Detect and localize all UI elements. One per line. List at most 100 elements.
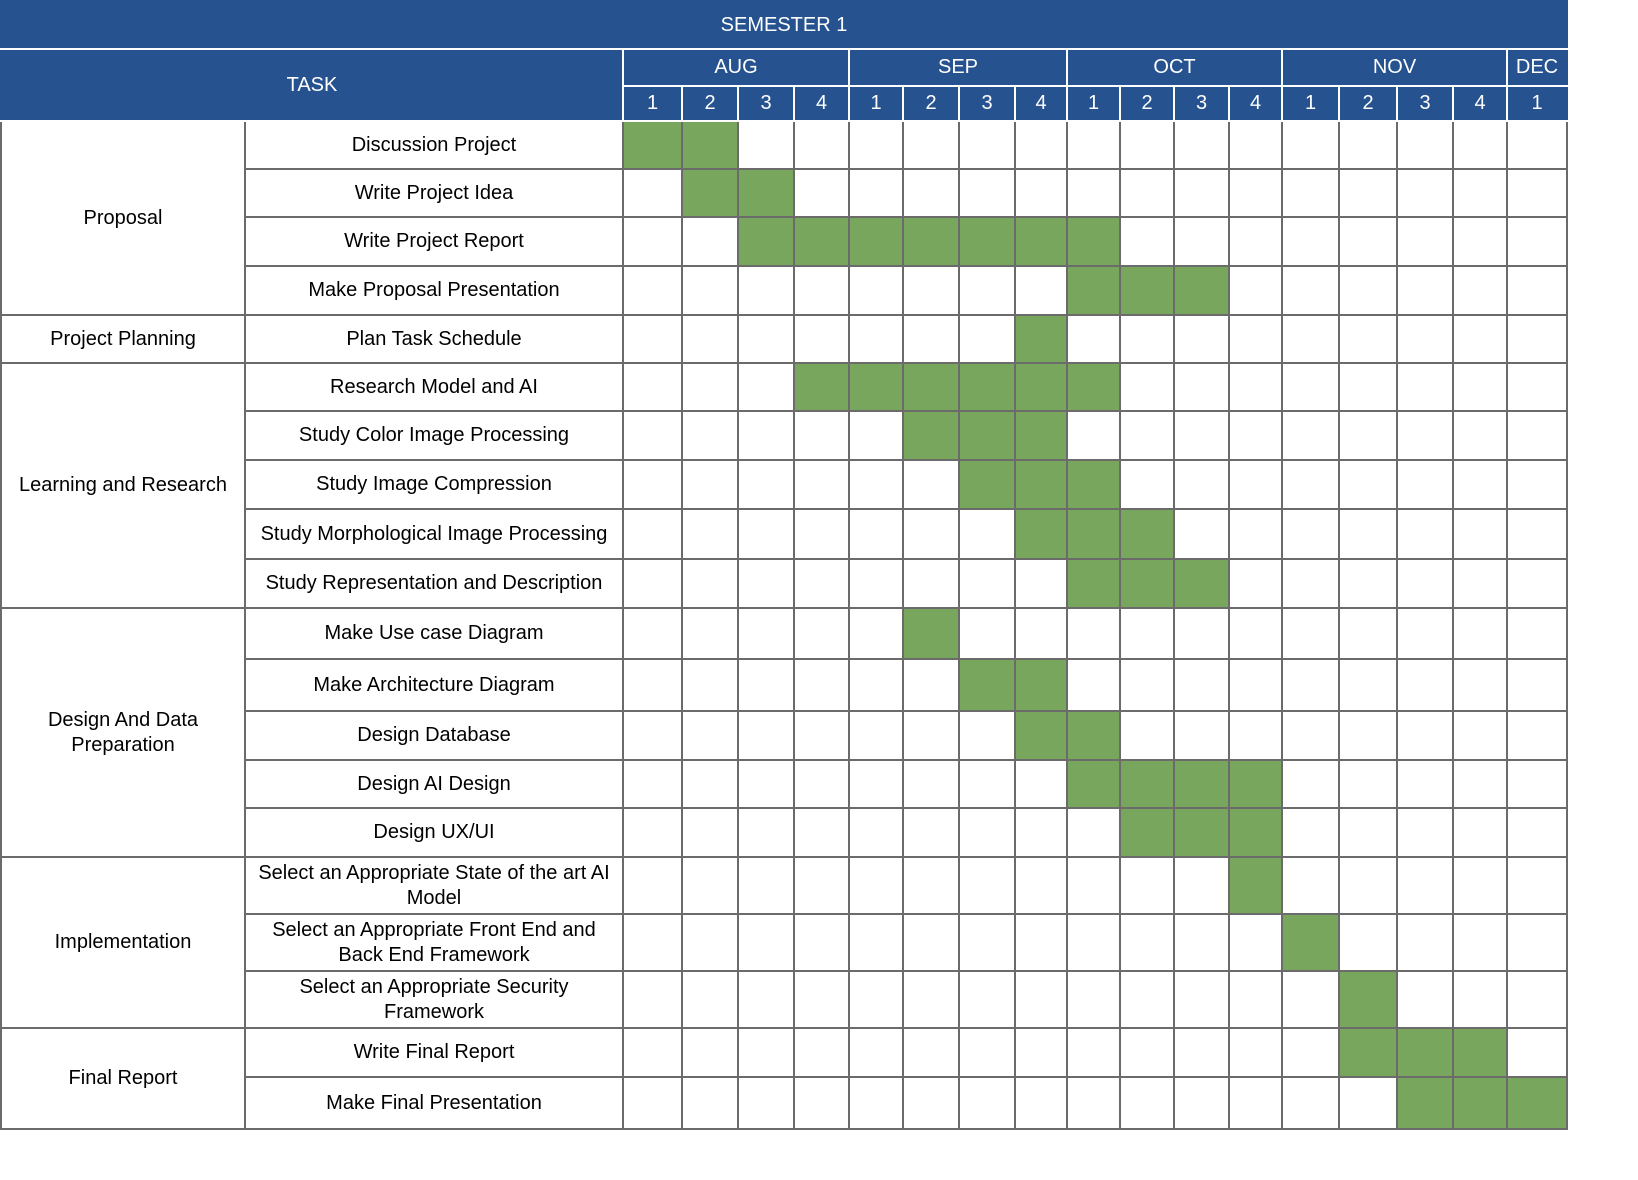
schedule-bar-cell xyxy=(681,120,739,170)
schedule-empty-cell xyxy=(1338,459,1398,510)
schedule-empty-cell xyxy=(1281,558,1340,609)
schedule-empty-cell xyxy=(1119,607,1175,660)
task-category: Design And Data Preparation xyxy=(0,607,246,858)
task-name: Make Use case Diagram xyxy=(244,607,624,660)
schedule-empty-cell xyxy=(848,759,904,809)
schedule-empty-cell xyxy=(1396,970,1454,1029)
schedule-empty-cell xyxy=(1452,658,1508,712)
schedule-empty-cell xyxy=(902,558,960,609)
schedule-empty-cell xyxy=(622,1076,683,1130)
schedule-empty-cell xyxy=(1506,1027,1568,1078)
schedule-empty-cell xyxy=(1228,970,1283,1029)
schedule-empty-cell xyxy=(622,265,683,316)
task-row: Make Final Presentation xyxy=(1,1076,1568,1130)
schedule-empty-cell xyxy=(1173,362,1230,412)
schedule-empty-cell xyxy=(681,1027,739,1078)
schedule-empty-cell xyxy=(1452,314,1508,364)
schedule-empty-cell xyxy=(793,759,850,809)
schedule-empty-cell xyxy=(793,607,850,660)
schedule-empty-cell xyxy=(793,856,850,915)
schedule-empty-cell xyxy=(848,1076,904,1130)
schedule-bar-cell xyxy=(681,168,739,218)
schedule-bar-cell xyxy=(793,362,850,412)
schedule-bar-cell xyxy=(1066,759,1121,809)
task-name: Plan Task Schedule xyxy=(244,314,624,364)
schedule-empty-cell xyxy=(737,607,795,660)
schedule-empty-cell xyxy=(1066,410,1121,461)
task-name: Make Proposal Presentation xyxy=(244,265,624,316)
schedule-empty-cell xyxy=(1396,410,1454,461)
task-row: Write Project Report xyxy=(1,216,1568,267)
schedule-empty-cell xyxy=(1173,1027,1230,1078)
schedule-empty-cell xyxy=(958,807,1016,858)
schedule-empty-cell xyxy=(622,362,683,412)
schedule-empty-cell xyxy=(1281,1076,1340,1130)
schedule-empty-cell xyxy=(1396,508,1454,560)
schedule-bar-cell xyxy=(958,410,1016,461)
schedule-empty-cell xyxy=(1066,607,1121,660)
schedule-empty-cell xyxy=(848,710,904,761)
task-category: Learning and Research xyxy=(0,362,246,609)
schedule-empty-cell xyxy=(1228,508,1283,560)
schedule-empty-cell xyxy=(737,856,795,915)
schedule-bar-cell xyxy=(1506,1076,1568,1130)
schedule-empty-cell xyxy=(1119,710,1175,761)
schedule-empty-cell xyxy=(1396,658,1454,712)
schedule-bar-cell xyxy=(1228,759,1283,809)
schedule-empty-cell xyxy=(1281,710,1340,761)
schedule-empty-cell xyxy=(1338,558,1398,609)
schedule-empty-cell xyxy=(1506,216,1568,267)
schedule-bar-cell xyxy=(958,459,1016,510)
schedule-empty-cell xyxy=(902,314,960,364)
task-header: TASK xyxy=(0,48,624,122)
schedule-empty-cell xyxy=(737,314,795,364)
task-row: Study Color Image Processing xyxy=(1,410,1568,461)
schedule-empty-cell xyxy=(1452,120,1508,170)
schedule-empty-cell xyxy=(1338,120,1398,170)
schedule-empty-cell xyxy=(1119,658,1175,712)
schedule-bar-cell xyxy=(1014,314,1068,364)
schedule-bar-cell xyxy=(1173,759,1230,809)
schedule-empty-cell xyxy=(1119,970,1175,1029)
schedule-empty-cell xyxy=(958,508,1016,560)
task-row: Study Image Compression xyxy=(1,459,1568,510)
schedule-empty-cell xyxy=(1119,168,1175,218)
schedule-empty-cell xyxy=(622,807,683,858)
schedule-empty-cell xyxy=(1452,807,1508,858)
schedule-bar-cell xyxy=(793,216,850,267)
schedule-empty-cell xyxy=(1506,508,1568,560)
schedule-empty-cell xyxy=(681,314,739,364)
schedule-empty-cell xyxy=(1506,710,1568,761)
task-name: Make Final Presentation xyxy=(244,1076,624,1130)
schedule-empty-cell xyxy=(1452,410,1508,461)
schedule-empty-cell xyxy=(1228,216,1283,267)
schedule-bar-cell xyxy=(1119,807,1175,858)
schedule-empty-cell xyxy=(1452,710,1508,761)
schedule-empty-cell xyxy=(1173,856,1230,915)
schedule-bar-cell xyxy=(848,362,904,412)
week-header: 4 xyxy=(1014,85,1068,122)
schedule-empty-cell xyxy=(1228,265,1283,316)
task-category: Proposal xyxy=(0,120,246,316)
schedule-empty-cell xyxy=(1506,314,1568,364)
schedule-empty-cell xyxy=(1506,913,1568,972)
schedule-empty-cell xyxy=(1338,710,1398,761)
schedule-bar-cell xyxy=(1066,558,1121,609)
schedule-empty-cell xyxy=(622,658,683,712)
schedule-empty-cell xyxy=(793,410,850,461)
schedule-empty-cell xyxy=(1173,913,1230,972)
task-row: Select an Appropriate Security Framework xyxy=(1,970,1568,1029)
week-header: 3 xyxy=(1396,85,1454,122)
schedule-empty-cell xyxy=(1452,459,1508,510)
schedule-empty-cell xyxy=(1119,1076,1175,1130)
schedule-empty-cell xyxy=(1506,856,1568,915)
task-name: Design UX/UI xyxy=(244,807,624,858)
schedule-empty-cell xyxy=(793,168,850,218)
task-row: Design And Data Preparation Make Use case… xyxy=(0,607,1568,858)
schedule-empty-cell xyxy=(1228,459,1283,510)
schedule-empty-cell xyxy=(1281,759,1340,809)
schedule-empty-cell xyxy=(1173,970,1230,1029)
schedule-empty-cell xyxy=(1066,314,1121,364)
task-name: Study Image Compression xyxy=(244,459,624,510)
